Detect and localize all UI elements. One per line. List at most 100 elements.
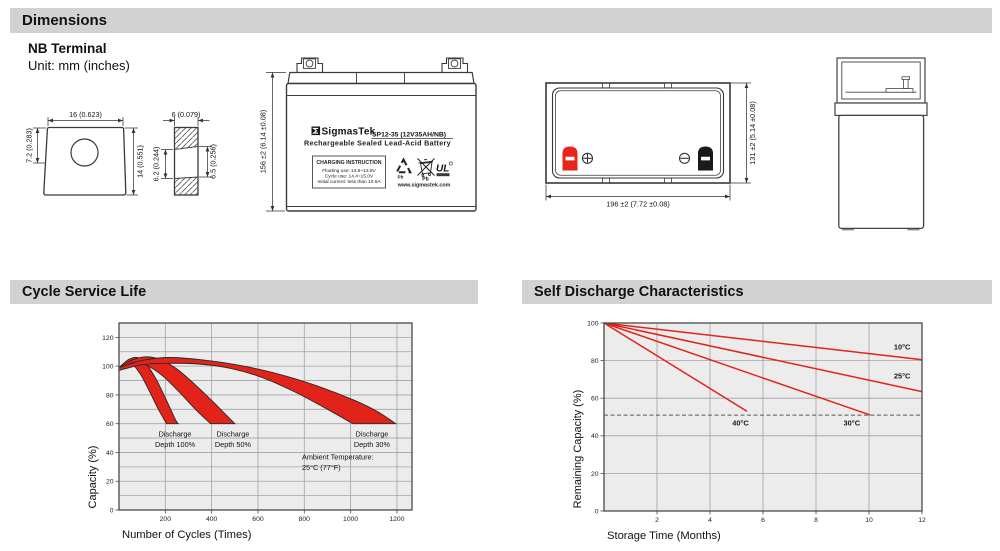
y-tick-label: 100 — [102, 364, 114, 371]
svg-text:Pb: Pb — [422, 177, 428, 183]
ul-mark-icon: UL — [436, 161, 453, 177]
charging-line3: Initial current: less than 10.5A — [317, 179, 381, 185]
section-header-dimensions: Dimensions — [10, 8, 992, 33]
positive-terminal — [562, 146, 578, 171]
charging-instruction-box: CHARGING INSTRUCTION Floating use: 13.5~… — [312, 155, 386, 189]
battery-side-view — [834, 57, 928, 231]
temperature-line-label: 10°C — [894, 342, 911, 351]
chart-annotation: Discharge — [159, 430, 192, 439]
y-tick-label: 100 — [587, 320, 599, 327]
terminal-side-width-label: 6 (0.079) — [172, 110, 201, 119]
charging-line1: Floating use: 13.5~13.8V — [322, 168, 376, 174]
x-tick-label: 2 — [655, 517, 659, 524]
terminal-hole — [70, 138, 99, 167]
y-tick-label: 80 — [591, 358, 599, 365]
y-tick-label: 120 — [102, 335, 114, 342]
terminal-side-view — [173, 126, 199, 196]
terminal-width-label: 16 (0.623) — [69, 110, 102, 119]
dimension-terminal-left — [33, 127, 46, 164]
temperature-line — [603, 322, 923, 361]
terminal-dimension-drawing: 16 (0.623) 7.2 (0.283) 14 (0.551) 6 (0.0… — [25, 110, 218, 196]
terminal-front-view — [43, 126, 127, 196]
terminal-type-label: NB Terminal — [28, 41, 107, 56]
x-tick-label: 8 — [814, 517, 818, 524]
x-tick-label: 600 — [252, 516, 264, 523]
temperature-line-label: 25°C — [894, 371, 911, 380]
dimension-terminal-width — [47, 117, 124, 126]
dimension-terminal-side-width — [163, 117, 210, 126]
chart-annotation: Depth 50% — [215, 440, 252, 449]
terminal-left-height-label: 7.2 (0.283) — [25, 128, 34, 163]
dimension-terminal-right — [124, 127, 138, 196]
charging-title: CHARGING INSTRUCTION — [316, 160, 381, 166]
battery-label: SigmasTek SP12-35 (12V35AH/NB) Rechargea… — [304, 126, 453, 189]
y-tick-label: 60 — [591, 396, 599, 403]
chart-annotation: Depth 100% — [155, 440, 196, 449]
battery-top-view: 131 ±2 (5.14 ±0.08) 196 ±2 (7.72 ±0.08) — [545, 82, 757, 209]
x-axis-title: Number of Cycles (Times) — [122, 529, 252, 541]
top-width-label: 196 ±2 (7.72 ±0.08) — [606, 200, 670, 209]
terminal-side-right-label: 6.5 (0.256) — [209, 144, 218, 179]
y-tick-label: 0 — [595, 508, 599, 515]
y-tick-label: 40 — [591, 433, 599, 440]
y-tick-label: 20 — [106, 479, 114, 486]
negative-terminal — [698, 146, 713, 171]
section-header-cycle-life: Cycle Service Life — [10, 280, 478, 304]
battery-terminal-posts — [296, 57, 469, 72]
temperature-line-label: 30°C — [844, 418, 861, 427]
website-url: www.sigmastek.com — [397, 183, 451, 189]
terminal-side-left-label: 6.2 (0.244) — [152, 147, 161, 182]
model-number: SP12-35 (12V35AH/NB) — [372, 132, 446, 139]
dimension-terminal-side-left — [161, 149, 173, 179]
svg-text:UL: UL — [436, 164, 449, 175]
chart-annotation: 25°C (77°F) — [302, 463, 341, 472]
x-tick-label: 800 — [299, 516, 311, 523]
plus-symbol-icon — [581, 152, 594, 164]
y-axis-title: Remaining Capacity (%) — [572, 390, 584, 509]
front-height-label: 156 ±2 (6.14 ±0.08) — [259, 110, 268, 174]
chart-annotation: Ambient Temperature: — [302, 453, 374, 462]
unit-note: Unit: mm (inches) — [28, 58, 130, 73]
x-tick-label: 6 — [761, 517, 765, 524]
side-view-case — [834, 57, 928, 231]
weee-crossed-bin-icon: Pb — [417, 158, 435, 183]
y-tick-label: 60 — [106, 421, 114, 428]
cycle-service-life-chart: 0 20 40 60 80 100 120 200 400 600 800 1000 1200 Disch… — [87, 322, 413, 541]
y-axis-title: Capacity (%) — [87, 446, 99, 509]
section-header-self-discharge: Self Discharge Characteristics — [522, 280, 992, 304]
chart-annotation: Discharge — [355, 430, 388, 439]
temperature-line-label: 40°C — [732, 418, 749, 427]
x-axis-title: Storage Time (Months) — [607, 530, 721, 542]
plot-border — [118, 322, 413, 511]
charging-line2: Cycle use: 14.4~15.0V — [325, 173, 374, 179]
self-discharge-chart: 10°C 25°C 30°C 40°C 0 20 40 60 80 100 2 4 6 8 10 12 Stor… — [572, 320, 926, 542]
svg-text:Pb: Pb — [398, 175, 404, 180]
discharge-depth-band — [118, 357, 398, 425]
x-tick-label: 400 — [206, 516, 218, 523]
chart-annotation: Depth 30% — [354, 440, 391, 449]
x-tick-label: 10 — [865, 517, 873, 524]
battery-top-rail — [287, 71, 475, 85]
y-tick-label: 80 — [106, 392, 114, 399]
discharge-depth-band — [118, 356, 236, 425]
chart-annotation: Discharge — [217, 430, 250, 439]
terminal-right-height-label: 14 (0.551) — [136, 145, 145, 178]
x-tick-label: 4 — [708, 517, 712, 524]
recycle-pb-icon: Pb — [395, 157, 412, 180]
minus-symbol-icon — [678, 152, 691, 164]
dimension-terminal-side-right — [199, 146, 212, 178]
y-tick-label: 40 — [106, 450, 114, 457]
y-tick-label: 20 — [591, 471, 599, 478]
battery-subtitle: Rechargeable Sealed Lead-Acid Battery — [304, 139, 451, 148]
brand-name: SigmasTek — [322, 127, 376, 138]
x-tick-label: 200 — [160, 516, 172, 523]
top-height-label: 131 ±2 (5.14 ±0.08) — [748, 101, 757, 165]
temperature-line — [603, 322, 923, 393]
temperature-line — [603, 322, 748, 413]
dimension-top-width — [545, 184, 731, 201]
x-tick-label: 1200 — [389, 516, 404, 523]
x-tick-label: 1000 — [343, 516, 358, 523]
dimension-top-height — [731, 82, 751, 184]
temperature-line — [603, 322, 871, 416]
